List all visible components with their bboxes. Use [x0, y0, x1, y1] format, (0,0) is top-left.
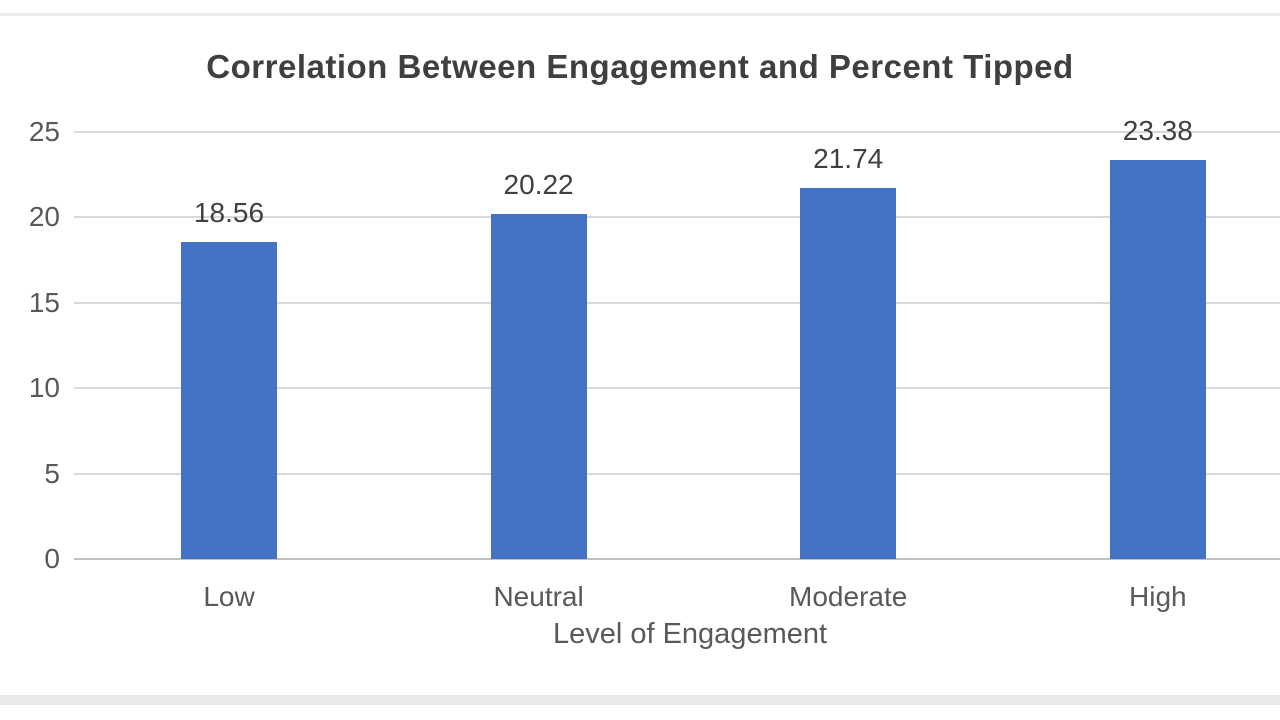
- page-top-divider: [0, 13, 1280, 16]
- gridline-15: [74, 301, 1280, 304]
- x-tick-label-neutral: Neutral: [493, 581, 584, 612]
- y-tick-label-25: 25: [28, 116, 60, 147]
- x-axis-line: [74, 558, 1280, 560]
- bar-value-label: 20.22: [503, 168, 574, 200]
- y-axis-title: Percent Tipped (%): [0, 226, 2, 474]
- bar-high: [1109, 159, 1206, 559]
- y-tick-label-0: 0: [44, 543, 60, 574]
- page-bottom-divider: [0, 695, 1280, 705]
- gridline-25: [74, 131, 1280, 133]
- x-axis-title: Level of Engagement: [552, 618, 828, 650]
- x-tick-label-high: High: [1129, 581, 1187, 612]
- y-tick-label-10: 10: [28, 372, 60, 404]
- bar-value-label: 21.74: [813, 142, 884, 174]
- y-tick-label-5: 5: [44, 457, 60, 489]
- gridline-20: [74, 216, 1280, 219]
- chart-title: Correlation Between Engagement and Perce…: [206, 48, 1074, 85]
- bar-value-label: 23.38: [1122, 114, 1193, 146]
- y-tick-label-20: 20: [28, 201, 60, 233]
- bar-value-label: 18.56: [193, 196, 265, 228]
- x-tick-label-moderate: Moderate: [789, 581, 908, 612]
- gridline-5: [74, 472, 1280, 475]
- bar-moderate: [800, 187, 897, 559]
- bar-low: [181, 241, 277, 559]
- x-tick-label-low: Low: [203, 581, 255, 612]
- bar-neutral: [490, 213, 587, 559]
- y-tick-label-15: 15: [28, 286, 60, 318]
- gridline-10: [74, 387, 1280, 390]
